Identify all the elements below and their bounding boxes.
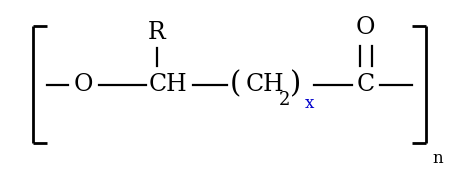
Text: R: R [148, 21, 166, 44]
Text: CH: CH [245, 73, 284, 96]
Text: O: O [356, 16, 376, 39]
Text: C: C [357, 73, 375, 96]
Text: (: ( [229, 71, 241, 99]
Text: CH: CH [149, 73, 188, 96]
Text: ): ) [289, 71, 301, 99]
Text: x: x [305, 95, 314, 112]
Text: O: O [74, 73, 94, 96]
Text: n: n [432, 150, 443, 167]
Text: 2: 2 [279, 91, 290, 109]
